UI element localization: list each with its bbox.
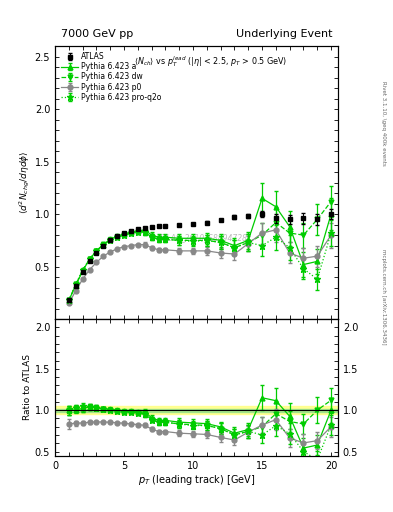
Text: Rivet 3.1.10, \geq 400k events: Rivet 3.1.10, \geq 400k events — [381, 80, 386, 165]
Text: Underlying Event: Underlying Event — [236, 29, 332, 39]
Text: 7000 GeV pp: 7000 GeV pp — [61, 29, 133, 39]
Bar — [55, 409, 338, 412]
Text: mcplots.cern.ch [arXiv:1306.3436]: mcplots.cern.ch [arXiv:1306.3436] — [381, 249, 386, 345]
Y-axis label: Ratio to ATLAS: Ratio to ATLAS — [23, 354, 32, 420]
Bar — [55, 406, 338, 414]
Text: $\langle N_{ch}\rangle$ vs $p_T^{lead}$ ($|\eta|$ < 2.5, $p_T$ > 0.5 GeV): $\langle N_{ch}\rangle$ vs $p_T^{lead}$ … — [134, 54, 287, 69]
Legend: ATLAS, Pythia 6.423 a, Pythia 6.423 dw, Pythia 6.423 p0, Pythia 6.423 pro-q2o: ATLAS, Pythia 6.423 a, Pythia 6.423 dw, … — [59, 50, 163, 104]
Y-axis label: $\langle d^2 N_{chg}/d\eta d\phi \rangle$: $\langle d^2 N_{chg}/d\eta d\phi \rangle… — [17, 151, 32, 215]
Text: ATLAS_2010_S8894728: ATLAS_2010_S8894728 — [157, 233, 247, 242]
X-axis label: $p_T$ (leading track) [GeV]: $p_T$ (leading track) [GeV] — [138, 473, 255, 487]
